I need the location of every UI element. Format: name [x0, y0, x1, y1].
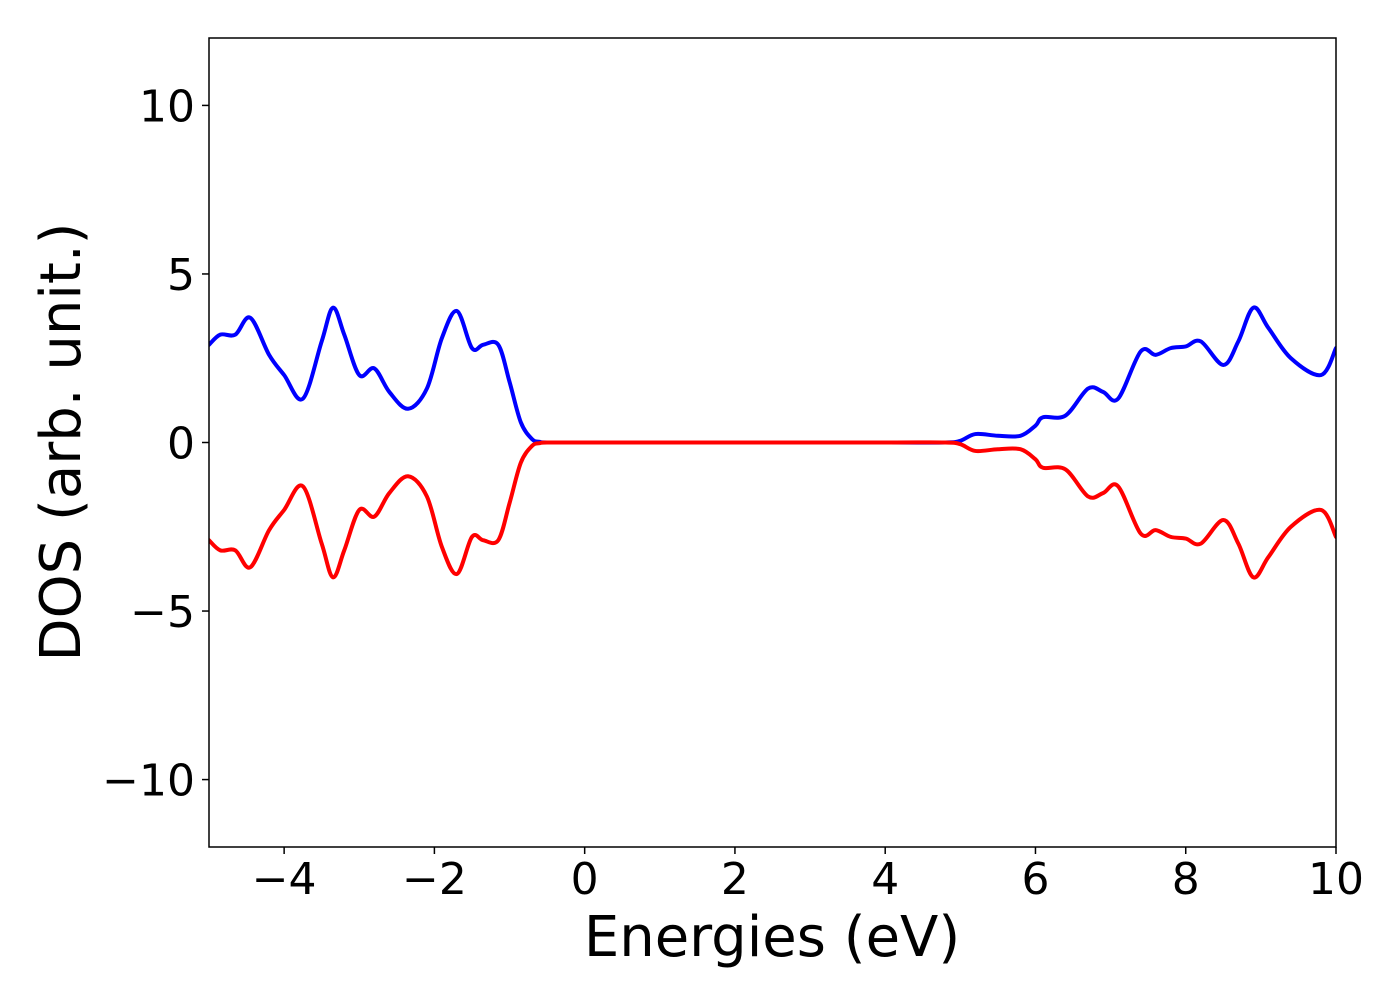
- x-tick-label: 0: [571, 854, 599, 905]
- y-tick-label: −10: [102, 756, 195, 807]
- y-tick-label: 10: [139, 81, 195, 132]
- y-axis-label: DOS (arb. unit.): [29, 222, 94, 661]
- x-axis-label: Energies (eV): [584, 905, 960, 970]
- y-tick-label: 0: [167, 419, 195, 470]
- x-tick-label: −2: [402, 854, 467, 905]
- x-tick-label: 6: [1021, 854, 1049, 905]
- x-tick-label: 2: [721, 854, 749, 905]
- y-tick-label: 5: [167, 250, 195, 301]
- series-line-blue: [209, 305, 1336, 445]
- x-tick-label: 10: [1308, 854, 1364, 905]
- series-line-red: [209, 440, 1336, 580]
- x-tick-label: 4: [871, 854, 899, 905]
- x-axis-ticks: −4 −2 0 2 4 6 8 10: [252, 847, 1364, 905]
- series-layer: [209, 305, 1336, 580]
- x-tick-label: −4: [252, 854, 317, 905]
- y-tick-label: −5: [130, 587, 195, 638]
- y-axis-ticks: −10 −5 0 5 10: [102, 81, 209, 807]
- x-tick-label: 8: [1172, 854, 1200, 905]
